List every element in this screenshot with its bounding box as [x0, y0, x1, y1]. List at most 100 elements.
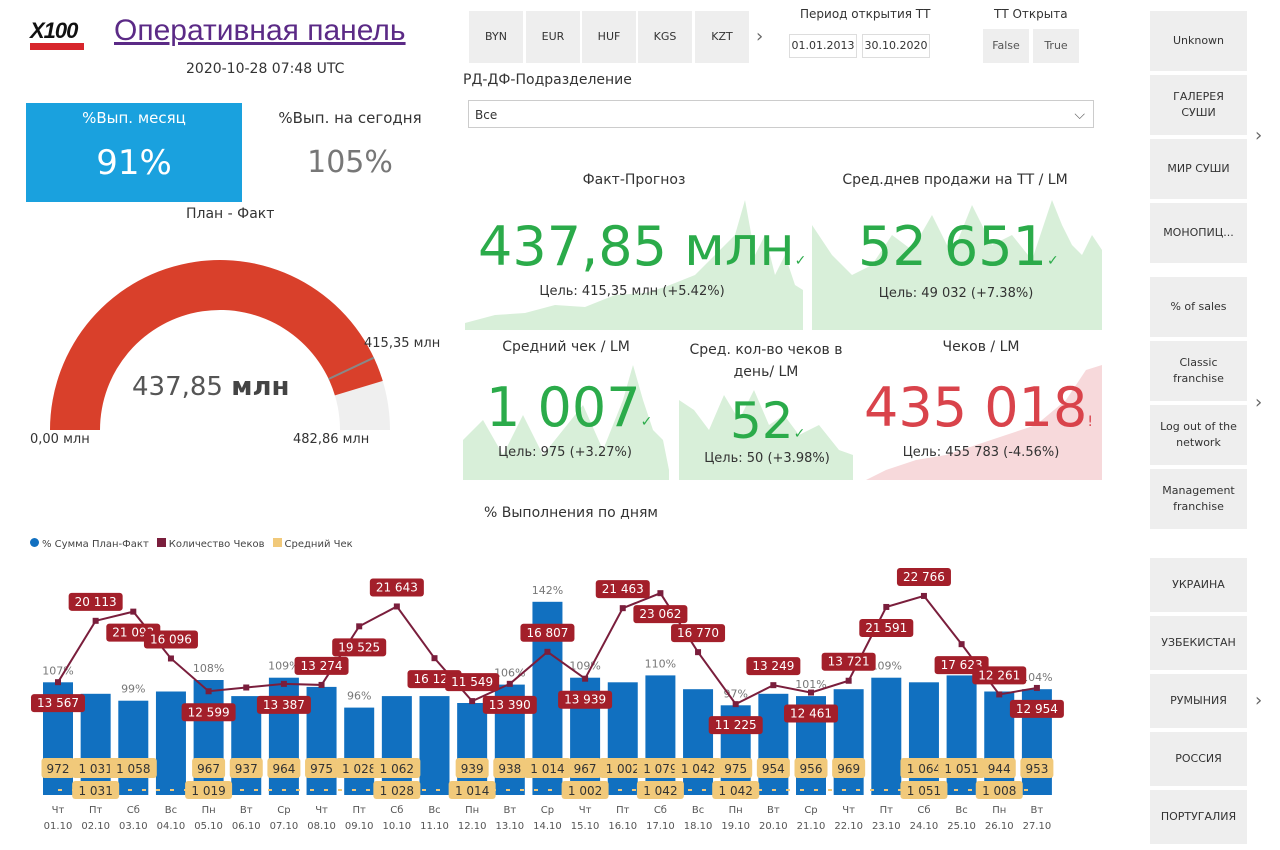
avg-check-low-label: 1 019: [191, 784, 225, 798]
country-portugaliya[interactable]: ПОРТУГАЛИЯ: [1150, 790, 1247, 844]
checks-point: [544, 648, 551, 655]
check-icon: ✓: [1046, 253, 1059, 269]
kpi-today-value: 105%: [307, 145, 393, 180]
bar[interactable]: [155, 691, 186, 796]
avg-check-label-bg: [335, 758, 383, 778]
country-uzbekistan[interactable]: УЗБЕКИСТАН: [1150, 616, 1247, 670]
x-tick-weekday: Вс: [165, 805, 177, 816]
currency-huf[interactable]: HUF: [582, 11, 636, 63]
x-tick-weekday: Вс: [428, 805, 440, 816]
gauge-target-marker: [328, 356, 375, 380]
type-classic-franchise[interactable]: Classic franchise: [1150, 341, 1247, 401]
avg-check-label-bg: [305, 758, 339, 778]
legend-item-avg-check[interactable]: Средний Чек: [272, 538, 353, 550]
legend-item-checks[interactable]: Количество Чеков: [156, 538, 265, 550]
bar[interactable]: [908, 682, 939, 795]
gauge-value: 437,85 млн: [132, 372, 290, 402]
type-next-icon[interactable]: ›: [1255, 392, 1263, 413]
card-5-value: 435 018!: [864, 376, 1093, 439]
x-tick-date: 23.10: [872, 821, 901, 832]
brand-next-icon[interactable]: ›: [1255, 125, 1263, 146]
brand-mir-sushi[interactable]: МИР СУШИ: [1150, 139, 1247, 199]
card-2-target: Цель: 49 032 (+7.38%): [878, 286, 1034, 301]
checks-point: [506, 680, 513, 687]
avg-check-label-bg: [756, 758, 790, 778]
checks-label: 11 549: [451, 675, 493, 689]
x-tick-weekday: Пт: [89, 805, 103, 816]
country-ukraina[interactable]: УКРАИНА: [1150, 558, 1247, 612]
bar[interactable]: [80, 693, 111, 795]
bar[interactable]: [419, 696, 450, 795]
checks-label: 21 643: [376, 580, 418, 594]
checks-label-bg: [784, 704, 838, 723]
card-2-label: Сред.днев продажи на ТТ / LM: [842, 172, 1068, 188]
x-tick-date: 01.10: [44, 821, 73, 832]
bar[interactable]: [984, 691, 1015, 796]
avg-check-label-bg: [1020, 758, 1054, 778]
bar[interactable]: [344, 707, 375, 795]
bar-label: 109%: [871, 660, 902, 673]
type-of-sales[interactable]: % of sales: [1150, 277, 1247, 337]
bar[interactable]: [758, 693, 789, 795]
bar[interactable]: [683, 689, 714, 795]
bar[interactable]: [118, 700, 149, 795]
currency-byn[interactable]: BYN: [469, 11, 523, 63]
checks-point: [770, 682, 777, 689]
card-1-sparkline: [465, 200, 803, 330]
country-next-icon[interactable]: ›: [1255, 690, 1263, 711]
checks-label: 22 766: [903, 570, 945, 584]
checks-label: 13 387: [263, 698, 305, 712]
checks-label-bg: [256, 695, 311, 714]
bar[interactable]: [833, 689, 864, 795]
avg-check-low-label: 1 042: [643, 784, 677, 798]
currency-next-icon[interactable]: ›: [756, 26, 764, 47]
bar[interactable]: [457, 703, 488, 795]
daily-chart: 107%99%108%109%96%101%106%142%109%110%97…: [31, 567, 1064, 832]
currency-eur[interactable]: EUR: [526, 11, 580, 63]
bar[interactable]: [871, 677, 902, 795]
page-title[interactable]: Оперативная панель: [114, 14, 406, 47]
country-rumyniya[interactable]: РУМЫНИЯ: [1150, 674, 1247, 728]
avg-check-low-label: 1 051: [907, 784, 941, 798]
checks-label-bg: [633, 605, 688, 624]
type-management-franchise[interactable]: Management franchise: [1150, 469, 1247, 529]
bar[interactable]: [231, 696, 262, 795]
avg-check-low-label-bg: [900, 781, 948, 799]
tt-open-false[interactable]: False: [983, 29, 1029, 63]
type-log-out-network[interactable]: Log out of the network: [1150, 405, 1247, 465]
avg-check-low-label-bg: [712, 781, 760, 799]
checks-point: [318, 681, 325, 688]
kpi-today-tile[interactable]: %Вып. на сегодня 105%: [270, 103, 430, 180]
brand-unknown[interactable]: Unknown: [1150, 11, 1247, 71]
checks-label: 11 225: [715, 718, 757, 732]
avg-check-label: 956: [800, 762, 823, 776]
card-1-value-text: 437,85 млн: [478, 215, 795, 278]
checks-label-bg: [445, 673, 500, 692]
bar[interactable]: [607, 682, 638, 795]
avg-check-label-bg: [192, 758, 226, 778]
bar-label: 104%: [1021, 671, 1052, 684]
bar-label: 108%: [193, 662, 224, 675]
chart-title: % Выполнения по дням: [484, 505, 658, 521]
brand-galereya-sushi[interactable]: ГАЛЕРЕЯ СУШИ: [1150, 75, 1247, 135]
bar[interactable]: [381, 696, 412, 795]
avg-check-label-bg: [493, 758, 527, 778]
x-tick-weekday: Пт: [353, 805, 367, 816]
avg-check-low-label-bg: [636, 781, 684, 799]
card-4-value-text: 52: [730, 392, 794, 450]
bar[interactable]: [306, 686, 337, 795]
tt-open-true[interactable]: True: [1033, 29, 1079, 63]
card-4-value: 52✓: [730, 392, 805, 450]
checks-point: [55, 679, 61, 686]
period-from-input[interactable]: 01.01.2013: [789, 34, 857, 58]
period-to-input[interactable]: 30.10.2020: [862, 34, 930, 58]
brand-monopic[interactable]: МОНОПИЦ...: [1150, 203, 1247, 263]
country-rossiya[interactable]: РОССИЯ: [1150, 732, 1247, 786]
checks-label: 21 463: [602, 582, 644, 596]
currency-kzt[interactable]: KZT: [695, 11, 749, 63]
avg-check-label-bg: [109, 758, 157, 778]
division-select[interactable]: Все ⌵: [468, 100, 1094, 128]
kpi-month-tile[interactable]: %Вып. месяц 91%: [26, 103, 242, 202]
legend-item-plan-fact[interactable]: % Сумма План-Факт: [30, 538, 149, 550]
currency-kgs[interactable]: KGS: [638, 11, 692, 63]
